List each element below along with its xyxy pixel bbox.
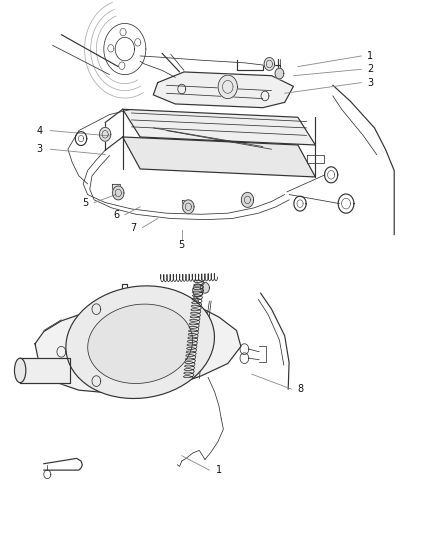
Polygon shape	[153, 72, 293, 108]
Ellipse shape	[14, 358, 26, 383]
Text: 4: 4	[36, 126, 42, 135]
Text: 1: 1	[216, 465, 222, 475]
Text: 2: 2	[367, 64, 373, 74]
Polygon shape	[113, 186, 124, 200]
Polygon shape	[218, 75, 237, 99]
Polygon shape	[264, 58, 275, 70]
Ellipse shape	[66, 286, 215, 399]
Polygon shape	[99, 127, 111, 141]
Text: 5: 5	[82, 198, 88, 207]
Polygon shape	[123, 137, 315, 177]
Text: 3: 3	[36, 144, 42, 154]
Polygon shape	[201, 282, 209, 293]
Polygon shape	[123, 109, 315, 145]
Text: 3: 3	[367, 78, 373, 87]
Polygon shape	[241, 192, 254, 207]
Polygon shape	[183, 200, 194, 214]
Ellipse shape	[88, 304, 193, 383]
Polygon shape	[112, 184, 120, 193]
Polygon shape	[20, 358, 70, 383]
Polygon shape	[35, 301, 241, 393]
Text: 1: 1	[367, 51, 373, 61]
Text: 6: 6	[113, 210, 119, 220]
Polygon shape	[275, 68, 284, 79]
Text: 7: 7	[131, 223, 137, 232]
Polygon shape	[182, 200, 191, 209]
Polygon shape	[193, 284, 203, 297]
Text: 8: 8	[297, 384, 303, 394]
Text: 5: 5	[179, 240, 185, 250]
